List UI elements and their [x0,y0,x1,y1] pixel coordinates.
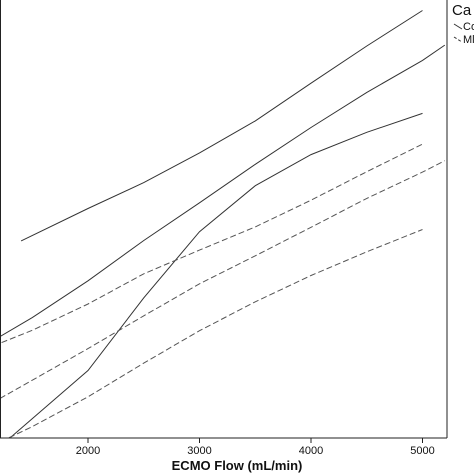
x-tick-label: 4000 [299,445,323,457]
plot-series-group [0,10,446,438]
legend-label-ml: Ml [463,34,474,46]
series-line-co-fit [0,44,446,338]
series-line-co-upper [20,10,423,242]
x-tick-label: 5000 [410,445,434,457]
legend-swatch-co [453,23,463,30]
x-tick-label: 3000 [187,445,211,457]
series-line-ml-lower [7,229,423,438]
legend: Ca CoMl [452,2,474,46]
x-axis-title: ECMO Flow (mL/min) [172,458,303,473]
legend-title: Ca [452,2,472,19]
x-ticks-group: 2000 3000 4000 5000 [76,438,435,457]
axes-group: 2000 3000 4000 5000 ECMO Flow (mL/min) [0,0,448,473]
legend-entries: CoMl [453,21,474,46]
legend-label-co: Co [463,21,474,33]
series-line-co-lower [9,112,423,438]
x-tick-label: 2000 [76,445,100,457]
series-line-ml-upper [0,143,423,344]
legend-swatch-ml [453,36,463,43]
series-line-ml-fit [0,160,446,400]
